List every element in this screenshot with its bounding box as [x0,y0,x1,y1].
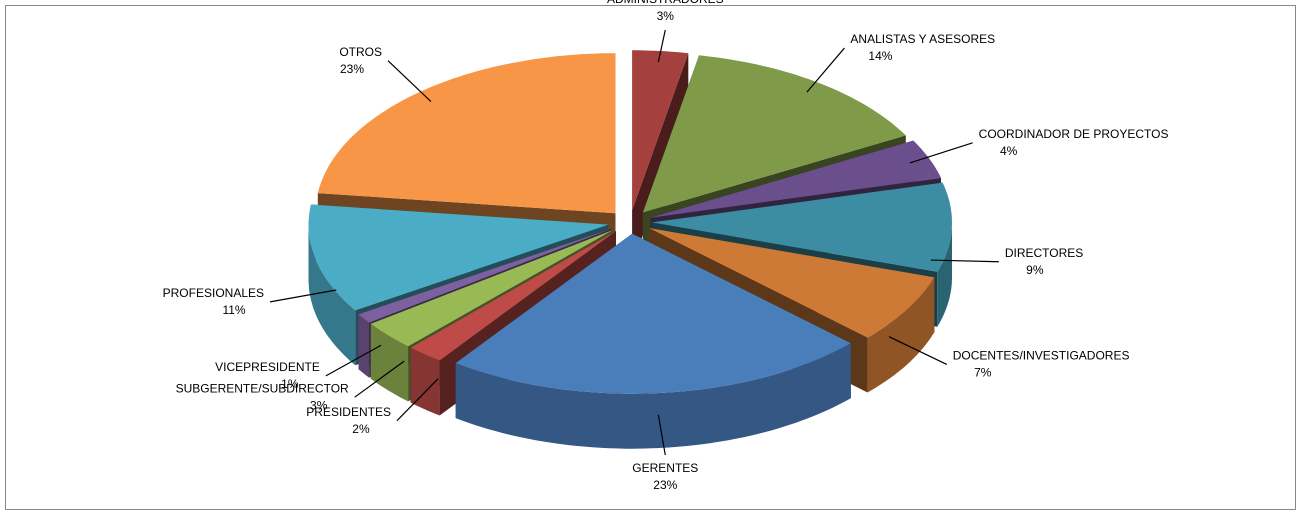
slice [358,228,612,323]
slice-label: PRESIDENTES [306,405,391,419]
slice-label: ADMINISTRADORES [607,0,724,6]
slice-label: SUBGERENTE/SUBDIRECTOR [176,381,349,395]
slice [632,50,689,211]
slice-value-label: 4% [1000,144,1018,158]
slice [317,53,616,214]
slice-value-label: 9% [1026,263,1044,277]
slice-value-label: 23% [653,478,677,492]
slice-wall [370,323,409,402]
leader-line [354,360,405,398]
slice-label: COORDINADOR DE PROYECTOS [979,127,1169,141]
slice [410,231,616,361]
slice-value-label: 2% [352,422,370,436]
leader-line [888,336,948,365]
leader-line [269,289,337,303]
slice-label: GERENTES [632,461,698,475]
slice-label: DIRECTORES [1005,246,1083,260]
slice [642,55,906,213]
slice-value-label: 1% [281,377,299,391]
slice-wall [358,314,370,378]
leader-line [657,29,666,63]
slice-value-label: 7% [974,366,992,380]
labels: ADMINISTRADORES 3% ANALISTAS Y ASESORES 14%… [163,0,1169,492]
slice-value-label: 3% [310,398,328,412]
slice [650,140,941,218]
leader-line [657,414,666,456]
leader-line [387,60,432,103]
leader-line [396,378,439,422]
slice-wall [867,277,935,393]
leader-line [909,142,973,164]
slice [308,204,609,311]
slice-value-label: 14% [868,49,892,63]
slice-value-label: 23% [340,62,364,76]
slice-label: PROFESIONALES [163,286,264,300]
leader-line [806,47,845,93]
slice-value-label: 11% [222,303,245,317]
slices [308,50,952,449]
slice-wall [937,222,952,327]
slice-wall [308,224,356,366]
slice [370,229,614,347]
slice-label: OTROS [339,45,382,59]
leader-line [930,259,999,263]
slice [455,233,851,394]
slice [652,182,952,272]
slice [648,228,935,338]
slice-label: ANALISTAS Y ASESORES [850,32,995,46]
slice-value-label: 3% [657,9,675,23]
slice-wall [455,343,851,449]
leader-line [325,344,382,377]
slice-label: VICEPRESIDENTE [215,360,320,374]
slice-label: DOCENTES/INVESTIGADORES [953,349,1130,363]
